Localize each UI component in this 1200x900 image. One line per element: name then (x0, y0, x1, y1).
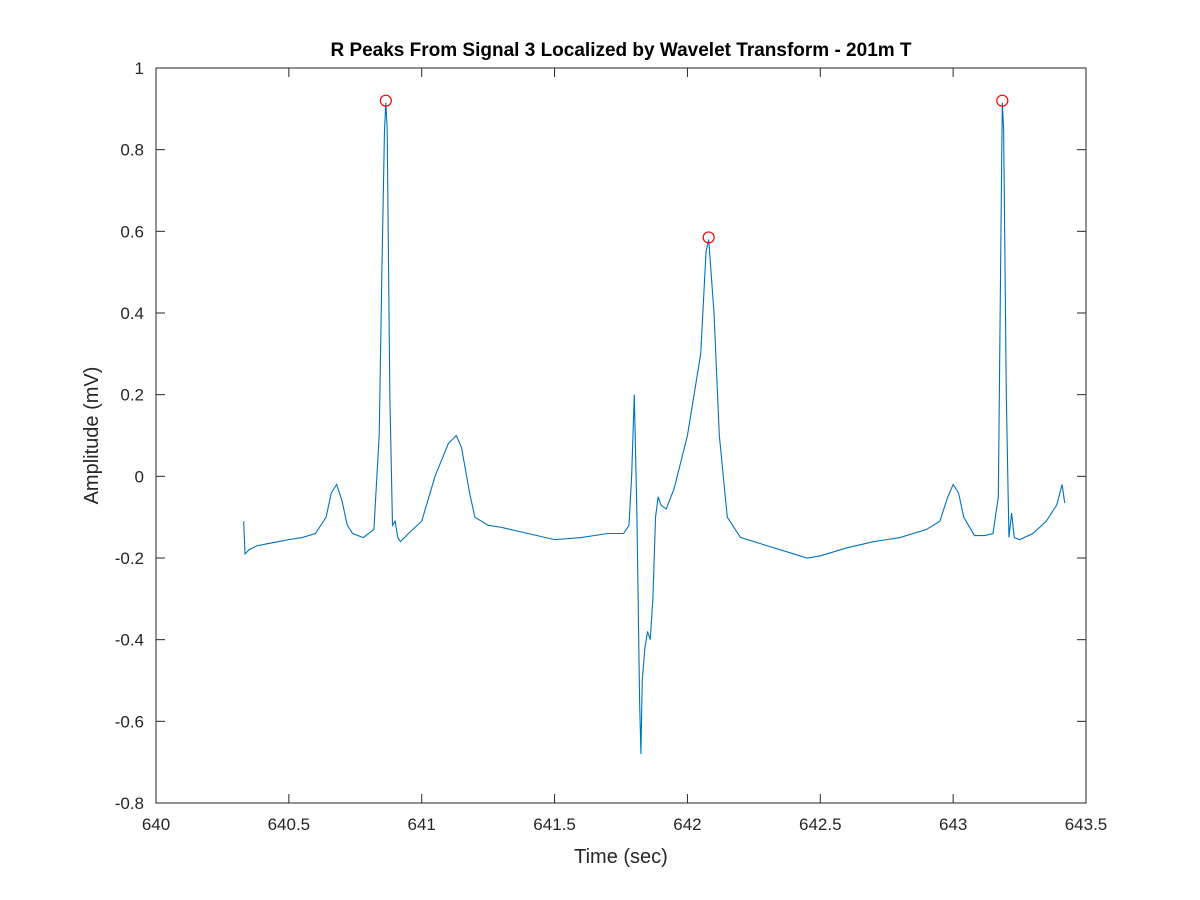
x-tick-label: 642 (673, 815, 701, 834)
x-tick-label: 642.5 (799, 815, 842, 834)
axes-box (155, 67, 1087, 804)
x-tick-label: 640 (142, 815, 170, 834)
y-tick-label: -0.4 (115, 631, 144, 650)
x-tick-labels: 640 640.5 641 641.5 642 642.5 643 643.5 (142, 815, 1107, 834)
y-tick-label: 0.2 (120, 386, 144, 405)
y-tick-label: 0.8 (120, 141, 144, 160)
y-tick-label: 0 (135, 467, 144, 486)
x-tick-label: 643.5 (1065, 815, 1108, 834)
x-tick-label: 641 (408, 815, 436, 834)
y-tick-label: 0.6 (120, 222, 144, 241)
x-tick-label: 640.5 (268, 815, 311, 834)
r-peak-marker (702, 231, 715, 244)
y-tick-label: 1 (135, 59, 144, 78)
y-tick-label: -0.6 (115, 712, 144, 731)
y-tick-label: 0.4 (120, 304, 144, 323)
r-peak-marker (996, 94, 1009, 107)
chart-title: R Peaks From Signal 3 Localized by Wavel… (330, 40, 911, 61)
peak-markers (379, 94, 1009, 244)
x-tick-label: 641.5 (533, 815, 576, 834)
tick-marks (155, 67, 1087, 804)
y-tick-label: -0.8 (115, 794, 144, 813)
signal-line (243, 102, 1066, 755)
plot-area: 640 640.5 641 641.5 642 642.5 643 643.5 -0.8-0.… (115, 59, 1108, 834)
x-axis-label: Time (sec) (574, 846, 668, 868)
y-axis-label: Amplitude (mV) (81, 367, 103, 505)
r-peak-marker (379, 94, 392, 107)
y-tick-label: -0.2 (115, 549, 144, 568)
y-tick-labels: -0.8 -0.6 -0.4 -0.2 0 0.2 0.4 0.6 0.8 1 (115, 59, 144, 813)
x-tick-label: 643 (939, 815, 967, 834)
